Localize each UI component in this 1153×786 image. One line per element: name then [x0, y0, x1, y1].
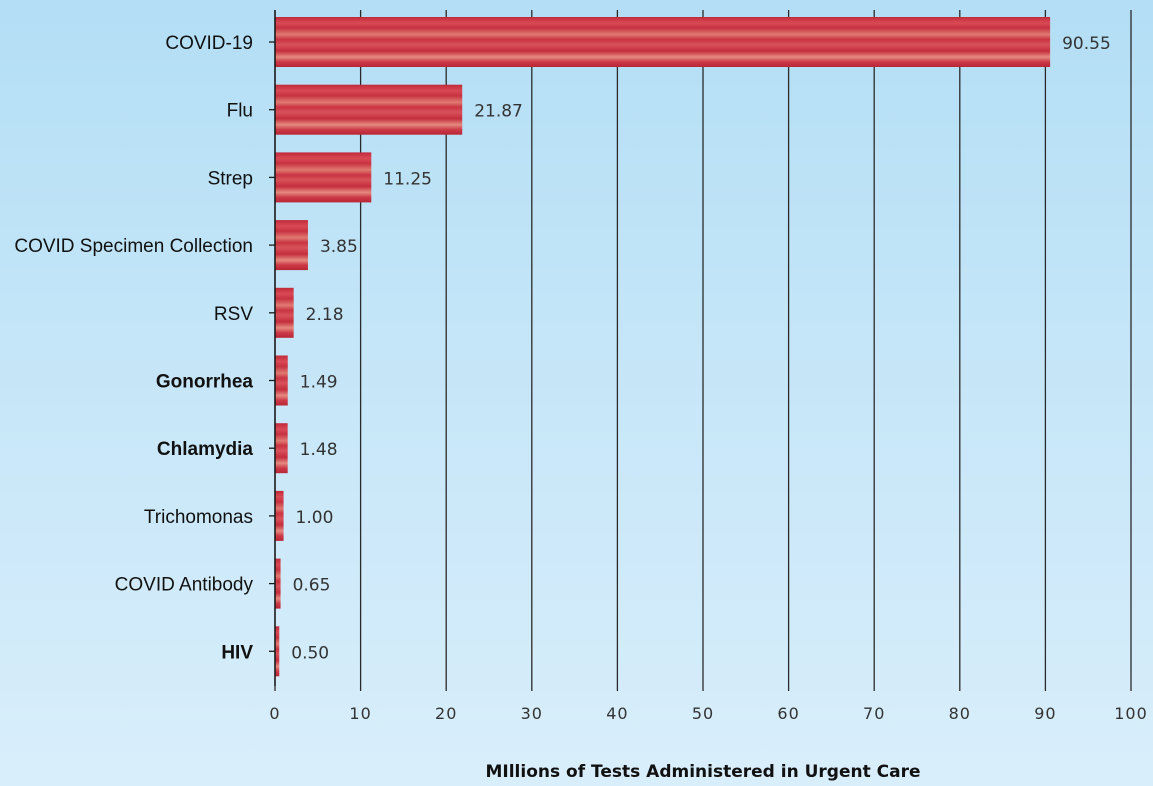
bar — [275, 423, 288, 474]
value-label: 2.18 — [306, 305, 344, 325]
x-tick-label: 30 — [521, 704, 543, 723]
category-label: RSV — [214, 304, 253, 325]
value-label: 3.85 — [320, 237, 358, 257]
value-label: 21.87 — [474, 102, 523, 122]
category-label: Gonorrhea — [156, 372, 254, 393]
axes: 0 10 20 30 40 50 60 70 80 90 100 — [269, 10, 1148, 723]
x-tick-label: 20 — [435, 704, 457, 723]
bar — [275, 490, 284, 541]
category-label: COVID-19 — [165, 33, 253, 54]
x-tick-label: 60 — [777, 704, 799, 723]
value-label: 11.25 — [383, 169, 432, 189]
labels: COVID-19 90.55 Flu 21.87 Strep 11.25 COVID Spe… — [14, 33, 1110, 663]
category-label: HIV — [221, 642, 253, 663]
bar — [275, 17, 1051, 67]
category-label: Flu — [227, 101, 253, 122]
category-label: Chlamydia — [157, 439, 254, 460]
bar — [275, 152, 372, 203]
bar — [275, 355, 288, 406]
category-label: Strep — [208, 168, 253, 189]
x-tick-label: 80 — [949, 704, 971, 723]
value-label: 0.65 — [293, 576, 331, 596]
bar — [275, 558, 281, 609]
x-tick-label: 10 — [349, 704, 371, 723]
bars — [275, 17, 1051, 677]
x-tick-label: 0 — [269, 704, 280, 723]
bar — [275, 626, 280, 677]
x-tick-label: 50 — [692, 704, 714, 723]
x-tick-label: 90 — [1034, 704, 1056, 723]
bar — [275, 220, 308, 271]
category-label: COVID Antibody — [115, 575, 254, 596]
x-tick-label: 100 — [1114, 704, 1148, 723]
value-label: 1.49 — [300, 373, 338, 393]
category-label: Trichomonas — [144, 507, 253, 528]
bar — [275, 84, 463, 135]
value-label: 1.00 — [296, 508, 334, 528]
value-label: 1.48 — [300, 440, 338, 460]
category-label: COVID Specimen Collection — [14, 236, 253, 257]
x-tick-label: 40 — [606, 704, 628, 723]
value-label: 0.50 — [291, 643, 329, 663]
x-axis-title: MIllions of Tests Administered in Urgent… — [485, 762, 921, 782]
x-tick-label: 70 — [863, 704, 885, 723]
bar — [275, 287, 294, 338]
value-label: 90.55 — [1062, 34, 1111, 54]
